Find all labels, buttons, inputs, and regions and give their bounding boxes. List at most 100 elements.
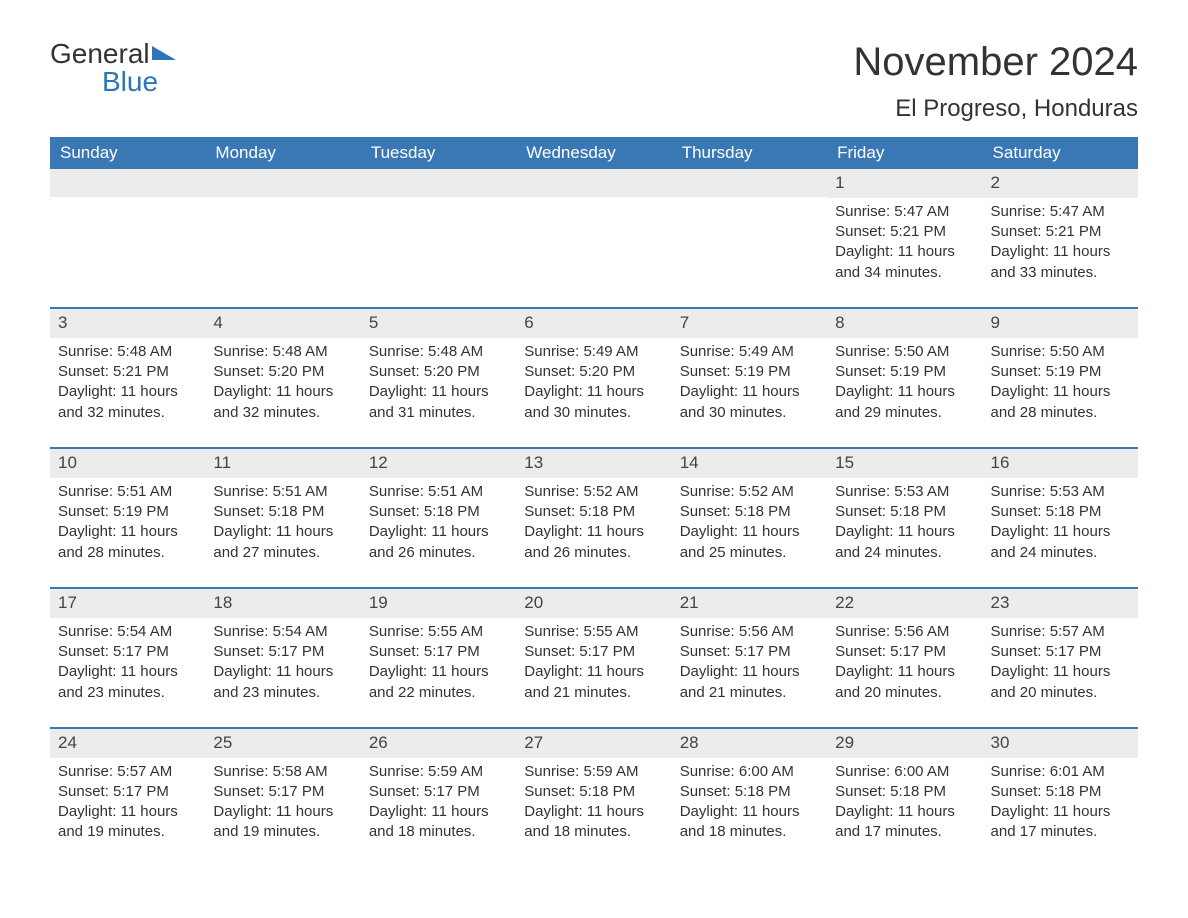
calendar-day-cell: 10Sunrise: 5:51 AMSunset: 5:19 PMDayligh… — [50, 447, 205, 587]
daylight-line: Daylight: 11 hours and 18 minutes. — [369, 802, 508, 843]
sunrise-line: Sunrise: 5:57 AM — [991, 622, 1130, 642]
calendar-day-cell: 28Sunrise: 6:00 AMSunset: 5:18 PMDayligh… — [672, 727, 827, 867]
day-number-bar: 3 — [50, 307, 205, 338]
daylight-line: Daylight: 11 hours and 17 minutes. — [991, 802, 1130, 843]
sunset-line: Sunset: 5:18 PM — [991, 782, 1130, 802]
calendar-day-cell: 22Sunrise: 5:56 AMSunset: 5:17 PMDayligh… — [827, 587, 982, 727]
sunset-line: Sunset: 5:20 PM — [213, 362, 352, 382]
calendar-day-cell: 4Sunrise: 5:48 AMSunset: 5:20 PMDaylight… — [205, 307, 360, 447]
empty-day-bar — [516, 169, 671, 197]
day-number-bar: 16 — [983, 447, 1138, 478]
logo-word-blue: Blue — [102, 68, 158, 96]
empty-day-bar — [361, 169, 516, 197]
calendar-day-cell: 30Sunrise: 6:01 AMSunset: 5:18 PMDayligh… — [983, 727, 1138, 867]
day-detail: Sunrise: 5:54 AMSunset: 5:17 PMDaylight:… — [50, 622, 205, 703]
daylight-line: Daylight: 11 hours and 19 minutes. — [58, 802, 197, 843]
daylight-line: Daylight: 11 hours and 24 minutes. — [835, 522, 974, 563]
sunrise-sunset-calendar: SundayMondayTuesdayWednesdayThursdayFrid… — [50, 137, 1138, 867]
daylight-line: Daylight: 11 hours and 32 minutes. — [58, 382, 197, 423]
calendar-week-row: 10Sunrise: 5:51 AMSunset: 5:19 PMDayligh… — [50, 447, 1138, 587]
sunrise-line: Sunrise: 5:55 AM — [524, 622, 663, 642]
sunset-line: Sunset: 5:17 PM — [58, 642, 197, 662]
sunrise-line: Sunrise: 6:00 AM — [680, 762, 819, 782]
calendar-day-cell: 18Sunrise: 5:54 AMSunset: 5:17 PMDayligh… — [205, 587, 360, 727]
day-number-bar: 2 — [983, 169, 1138, 198]
daylight-line: Daylight: 11 hours and 19 minutes. — [213, 802, 352, 843]
calendar-day-cell: 24Sunrise: 5:57 AMSunset: 5:17 PMDayligh… — [50, 727, 205, 867]
calendar-day-cell: 3 Sunrise: 5:48 AMSunset: 5:21 PMDaylight… — [50, 307, 205, 447]
day-number-bar: 7 — [672, 307, 827, 338]
generalblue-logo: General Blue — [50, 40, 176, 96]
day-number-bar: 9 — [983, 307, 1138, 338]
day-number-bar: 25 — [205, 727, 360, 758]
empty-day-bar — [50, 169, 205, 197]
day-number-bar: 23 — [983, 587, 1138, 618]
calendar-header-cell: Wednesday — [516, 137, 671, 169]
day-detail: Sunrise: 6:00 AMSunset: 5:18 PMDaylight:… — [672, 762, 827, 843]
sunrise-line: Sunrise: 5:48 AM — [369, 342, 508, 362]
daylight-line: Daylight: 11 hours and 30 minutes. — [524, 382, 663, 423]
calendar-day-cell: 15Sunrise: 5:53 AMSunset: 5:18 PMDayligh… — [827, 447, 982, 587]
sunrise-line: Sunrise: 5:56 AM — [680, 622, 819, 642]
day-detail: Sunrise: 5:57 AMSunset: 5:17 PMDaylight:… — [983, 622, 1138, 703]
day-detail: Sunrise: 5:49 AMSunset: 5:20 PMDaylight:… — [516, 342, 671, 423]
calendar-day-cell: 27Sunrise: 5:59 AMSunset: 5:18 PMDayligh… — [516, 727, 671, 867]
calendar-day-cell: 21 Sunrise: 5:56 AMSunset: 5:17 PMDayligh… — [672, 587, 827, 727]
daylight-line: Daylight: 11 hours and 31 minutes. — [369, 382, 508, 423]
calendar-day-cell: 2Sunrise: 5:47 AMSunset: 5:21 PMDaylight… — [983, 169, 1138, 307]
empty-day-bar — [205, 169, 360, 197]
sunrise-line: Sunrise: 5:53 AM — [835, 482, 974, 502]
daylight-line: Daylight: 11 hours and 25 minutes. — [680, 522, 819, 563]
day-number-bar: 27 — [516, 727, 671, 758]
daylight-line: Daylight: 11 hours and 32 minutes. — [213, 382, 352, 423]
sunrise-line: Sunrise: 5:57 AM — [58, 762, 197, 782]
day-number-bar: 30 — [983, 727, 1138, 758]
daylight-line: Daylight: 11 hours and 21 minutes. — [524, 662, 663, 703]
sunset-line: Sunset: 5:18 PM — [835, 502, 974, 522]
location-subtitle: El Progreso, Honduras — [853, 95, 1138, 123]
sunrise-line: Sunrise: 5:54 AM — [213, 622, 352, 642]
sunrise-line: Sunrise: 5:53 AM — [991, 482, 1130, 502]
sunset-line: Sunset: 5:20 PM — [524, 362, 663, 382]
sunrise-line: Sunrise: 5:58 AM — [213, 762, 352, 782]
day-detail: Sunrise: 5:48 AMSunset: 5:20 PMDaylight:… — [205, 342, 360, 423]
day-number-bar: 20 — [516, 587, 671, 618]
day-detail: Sunrise: 5:58 AMSunset: 5:17 PMDaylight:… — [205, 762, 360, 843]
calendar-day-cell: 13Sunrise: 5:52 AMSunset: 5:18 PMDayligh… — [516, 447, 671, 587]
calendar-day-cell: 20Sunrise: 5:55 AMSunset: 5:17 PMDayligh… — [516, 587, 671, 727]
sunrise-line: Sunrise: 5:49 AM — [524, 342, 663, 362]
sunrise-line: Sunrise: 5:47 AM — [835, 202, 974, 222]
daylight-line: Daylight: 11 hours and 27 minutes. — [213, 522, 352, 563]
daylight-line: Daylight: 11 hours and 29 minutes. — [835, 382, 974, 423]
calendar-day-cell: 19Sunrise: 5:55 AMSunset: 5:17 PMDayligh… — [361, 587, 516, 727]
sunset-line: Sunset: 5:20 PM — [369, 362, 508, 382]
calendar-day-cell: 1Sunrise: 5:47 AMSunset: 5:21 PMDaylight… — [827, 169, 982, 307]
calendar-day-cell — [50, 169, 205, 307]
day-detail: Sunrise: 5:49 AMSunset: 5:19 PMDaylight:… — [672, 342, 827, 423]
sunset-line: Sunset: 5:18 PM — [369, 502, 508, 522]
daylight-line: Daylight: 11 hours and 21 minutes. — [680, 662, 819, 703]
sunrise-line: Sunrise: 5:51 AM — [213, 482, 352, 502]
sunset-line: Sunset: 5:18 PM — [524, 502, 663, 522]
sunset-line: Sunset: 5:17 PM — [213, 642, 352, 662]
daylight-line: Daylight: 11 hours and 28 minutes. — [58, 522, 197, 563]
calendar-day-cell: 7 Sunrise: 5:49 AMSunset: 5:19 PMDaylight… — [672, 307, 827, 447]
sunset-line: Sunset: 5:18 PM — [213, 502, 352, 522]
day-detail: Sunrise: 5:55 AMSunset: 5:17 PMDaylight:… — [361, 622, 516, 703]
calendar-week-row: 1Sunrise: 5:47 AMSunset: 5:21 PMDaylight… — [50, 169, 1138, 307]
day-number-bar: 21 — [672, 587, 827, 618]
sunset-line: Sunset: 5:19 PM — [58, 502, 197, 522]
sunrise-line: Sunrise: 5:49 AM — [680, 342, 819, 362]
daylight-line: Daylight: 11 hours and 24 minutes. — [991, 522, 1130, 563]
day-number-bar: 29 — [827, 727, 982, 758]
month-title: November 2024 — [853, 40, 1138, 85]
daylight-line: Daylight: 11 hours and 33 minutes. — [991, 242, 1130, 283]
day-detail: Sunrise: 5:56 AMSunset: 5:17 PMDaylight:… — [672, 622, 827, 703]
daylight-line: Daylight: 11 hours and 17 minutes. — [835, 802, 974, 843]
day-detail: Sunrise: 5:51 AMSunset: 5:18 PMDaylight:… — [361, 482, 516, 563]
day-number-bar: 5 — [361, 307, 516, 338]
sunset-line: Sunset: 5:17 PM — [213, 782, 352, 802]
day-detail: Sunrise: 5:48 AMSunset: 5:21 PMDaylight:… — [50, 342, 205, 423]
daylight-line: Daylight: 11 hours and 26 minutes. — [524, 522, 663, 563]
day-number-bar: 8 — [827, 307, 982, 338]
